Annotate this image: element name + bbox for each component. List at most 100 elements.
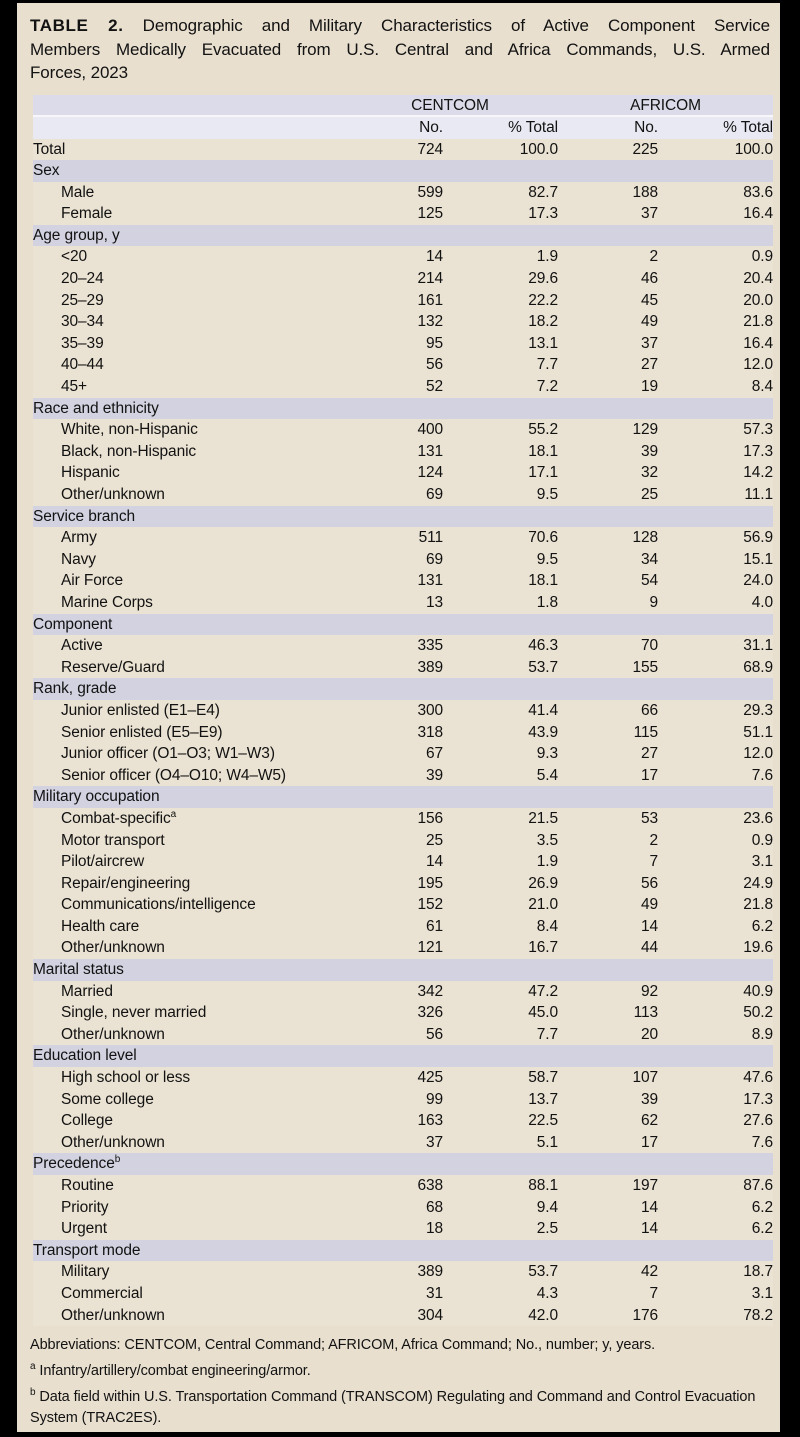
column-group-africom: AFRICOM	[558, 94, 773, 117]
section-label: Component	[33, 615, 113, 633]
table-row: Urgent 18 2.5 14 6.2	[33, 1218, 773, 1240]
table-row: Other/unknown 37 5.1 17 7.6	[33, 1131, 773, 1154]
cell-africom-pct: 29.3	[743, 701, 773, 719]
row-label: Military	[61, 1263, 110, 1281]
section-label: Rank, grade	[33, 680, 117, 698]
cell-africom-no: 107	[632, 1069, 658, 1087]
section-label: Marital status	[33, 961, 124, 979]
cell-centcom-no: 156	[417, 809, 443, 827]
cell-centcom-no: 25	[425, 831, 443, 849]
section-row: Education level	[33, 1045, 773, 1068]
cell-centcom-no: 400	[417, 421, 443, 439]
cell-centcom-pct: 2.5	[536, 1220, 558, 1238]
cell-africom-pct: 27.6	[743, 1112, 773, 1130]
cell-centcom-pct: 22.5	[528, 1112, 558, 1130]
cell-africom-pct: 16.4	[743, 334, 773, 352]
table-row: Air Force 131 18.1 54 24.0	[33, 570, 773, 592]
table-row: Junior officer (O1–O3; W1–W3) 67 9.3 27 12.0	[33, 743, 773, 765]
cell-africom-pct: 68.9	[743, 658, 773, 676]
row-label: Pilot/aircrew	[61, 853, 145, 871]
cell-africom-pct: 51.1	[743, 723, 773, 741]
cell-centcom-no: 56	[425, 1025, 443, 1043]
cell-centcom-pct: 26.9	[528, 874, 558, 892]
table-row: 25–29 161 22.2 45 20.0	[33, 289, 773, 312]
cell-africom-no: 53	[640, 809, 658, 827]
row-label: Other/unknown	[61, 486, 165, 503]
cell-centcom-no: 99	[425, 1090, 443, 1108]
cell-centcom-pct: 8.4	[536, 917, 558, 935]
row-label: Single, never married	[61, 1004, 207, 1022]
cell-centcom-no: 14	[425, 248, 443, 266]
cell-africom-no: 27	[640, 745, 658, 763]
cell-africom-no: 39	[640, 1090, 658, 1108]
section-label: Transport mode	[33, 1241, 141, 1259]
cell-africom-pct: 21.8	[743, 313, 773, 331]
section-label: Sex	[33, 162, 60, 180]
cell-centcom-pct: 82.7	[528, 183, 558, 201]
cell-centcom-pct: 13.1	[528, 334, 558, 352]
cell-africom-pct: 15.1	[743, 550, 773, 568]
row-label: Active	[61, 637, 103, 655]
cell-centcom-pct: 41.4	[528, 701, 558, 719]
cell-centcom-no: 163	[417, 1112, 443, 1130]
cell-africom-pct: 57.3	[743, 421, 773, 439]
section-label: Military occupation	[33, 788, 160, 806]
row-label: College	[61, 1112, 113, 1130]
cell-africom-pct: 31.1	[743, 637, 773, 655]
table-row: 30–34 132 18.2 49 21.8	[33, 311, 773, 333]
cell-centcom-no: 61	[425, 917, 443, 935]
cell-centcom-no: 121	[417, 939, 443, 957]
section-row: Age group, y	[33, 224, 773, 247]
cell-centcom-pct: 9.3	[536, 745, 558, 763]
sub-header-empty	[33, 116, 378, 139]
cell-africom-pct: 24.9	[743, 874, 773, 892]
cell-centcom-pct: 9.5	[536, 550, 558, 568]
row-label: Health care	[61, 917, 140, 935]
cell-africom-no: 197	[632, 1177, 658, 1194]
cell-africom-no: 188	[632, 183, 658, 201]
cell-centcom-no: 326	[417, 1004, 443, 1022]
cell-centcom-no: 161	[417, 291, 443, 309]
cell-centcom-no: 425	[417, 1069, 443, 1087]
cell-africom-pct: 4.0	[751, 593, 773, 611]
cell-centcom-no: 599	[417, 183, 443, 201]
cell-centcom-pct: 16.7	[528, 939, 558, 957]
row-label: Married	[61, 982, 113, 1000]
cell-centcom-no: 131	[417, 572, 443, 590]
section-row: Precedenceb	[33, 1153, 773, 1175]
table-row: Reserve/Guard 389 53.7 155 68.9	[33, 656, 773, 679]
cell-africom-pct: 18.7	[743, 1263, 773, 1281]
cell-africom-pct: 11.1	[744, 486, 773, 503]
cell-africom-no: 49	[640, 896, 658, 914]
cell-centcom-pct: 43.9	[528, 723, 558, 741]
cell-africom-no: 37	[640, 334, 658, 352]
cell-africom-pct: 12.0	[743, 745, 773, 763]
cell-africom-pct: 8.4	[751, 378, 773, 396]
cell-centcom-pct: 47.2	[528, 982, 558, 1000]
cell-centcom-no: 132	[417, 313, 443, 331]
table-header: CENTCOM AFRICOM No. % Total No. % Total	[33, 94, 773, 139]
cell-africom-pct: 6.2	[751, 1220, 773, 1238]
table-row: <20 14 1.9 2 0.9	[33, 246, 773, 269]
row-label: Female	[61, 205, 113, 223]
row-label: 45+	[61, 378, 87, 396]
cell-africom-no: 7	[649, 1284, 658, 1302]
cell-centcom-pct: 88.1	[528, 1177, 558, 1194]
table-title: TABLE 2. Demographic and Military Charac…	[30, 14, 770, 85]
cell-centcom-no: 14	[425, 853, 443, 871]
cell-africom-pct: 20.4	[743, 270, 773, 288]
table-row: Black, non-Hispanic 131 18.1 39 17.3	[33, 440, 773, 463]
row-label: Reserve/Guard	[61, 658, 165, 676]
cell-centcom-pct: 5.4	[536, 766, 558, 784]
row-label: Air Force	[61, 572, 123, 590]
cell-africom-pct: 23.6	[743, 809, 773, 827]
section-label: Race and ethnicity	[33, 399, 159, 417]
section-row: Marital status	[33, 959, 773, 981]
cell-africom-no: 128	[632, 529, 658, 547]
sub-header-centcom-pct: % Total	[443, 116, 558, 139]
table-row: Female 125 17.3 37 16.4	[33, 203, 773, 225]
row-label: Some college	[61, 1090, 154, 1108]
cell-centcom-no: 37	[425, 1133, 443, 1151]
cell-africom-no: 66	[640, 701, 658, 719]
row-label: Other/unknown	[61, 1025, 165, 1043]
